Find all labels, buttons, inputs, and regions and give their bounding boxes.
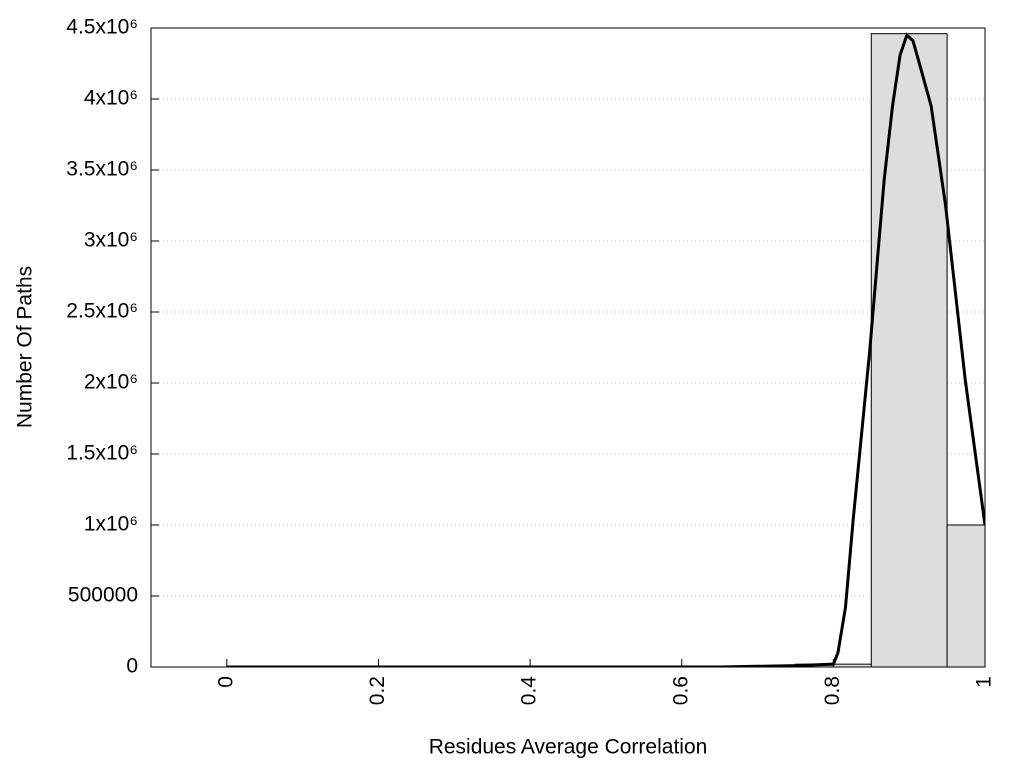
x-tick-label: 0.2	[366, 676, 389, 705]
x-tick-label: 0.8	[821, 676, 844, 705]
y-tick-label: 3x10⁶	[84, 229, 138, 252]
grid	[151, 98, 985, 597]
axes: 0 500000 1x10⁶ 1.5x10⁶ 2x10⁶ 2.5x10⁶ 3x10⁶ 3.5x…	[66, 16, 995, 706]
x-axis-label: Residues Average Correlation	[429, 736, 708, 759]
x-tick-label: 0.4	[518, 676, 541, 706]
plot-area	[226, 32, 985, 667]
y-axis-label: Number Of Paths	[14, 266, 37, 428]
plot-frame	[150, 27, 986, 668]
fit-curve	[226, 32, 985, 667]
y-tick-label: 1x10⁶	[84, 513, 138, 536]
histogram-bar	[946, 524, 985, 667]
histogram-bar	[870, 33, 948, 667]
y-tick-label: 1.5x10⁶	[66, 442, 138, 465]
y-tick-label: 2x10⁶	[84, 371, 138, 394]
y-tick-label: 4.5x10⁶	[66, 16, 138, 39]
x-tick-label: 1	[973, 676, 996, 688]
y-tick-label: 4x10⁶	[84, 87, 138, 110]
x-tick-label: 0	[214, 676, 237, 688]
y-tick-label: 0	[126, 655, 138, 678]
x-tick-label: 0.6	[669, 676, 692, 705]
y-tick-label: 2.5x10⁶	[66, 300, 138, 323]
y-tick-label: 3.5x10⁶	[66, 158, 138, 181]
y-tick-label: 500000	[68, 584, 138, 607]
